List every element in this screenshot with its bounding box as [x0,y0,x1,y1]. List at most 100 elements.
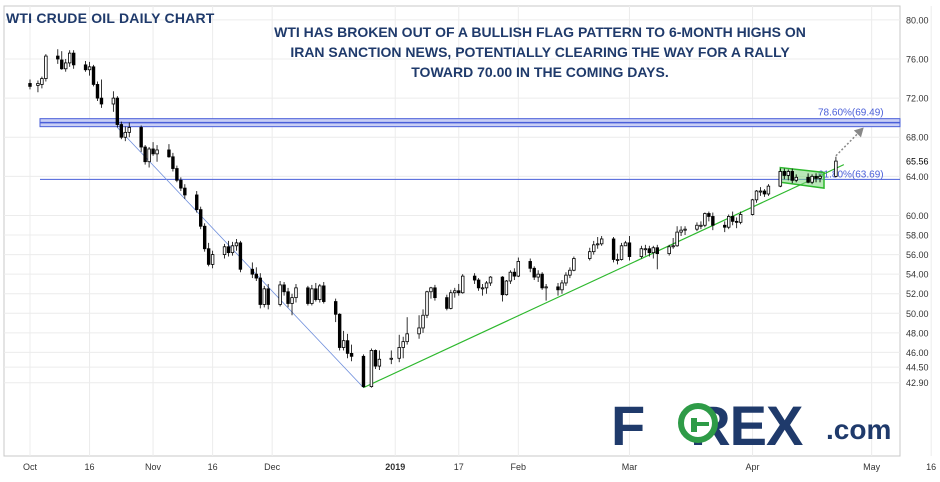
candle [183,184,187,199]
candle-body [345,340,350,354]
candle-body [127,127,131,133]
candle-body [599,238,604,245]
candle-body [782,171,786,176]
candle [671,237,675,249]
candle-body [56,55,60,60]
candle [683,226,687,236]
candle-body [167,149,171,158]
y-tick-label: 64.00 [906,172,929,182]
candle-body [611,238,616,260]
candle [310,284,314,306]
candle-body [754,190,759,201]
candle-body [377,358,382,367]
projection-arrowhead [853,127,864,138]
candle-body [119,124,124,138]
candle [345,333,350,359]
candle [405,317,409,345]
candle [389,350,393,365]
candle-body [786,171,790,176]
candle-body [727,216,731,228]
candle-body [758,190,763,193]
candle [286,287,290,308]
y-axis: 80.00 76.00 72.00 68.00 64.00 60.00 58.00 56.00… [906,15,929,388]
candle [95,81,100,102]
candle-body [536,273,540,278]
candle-body [60,59,64,70]
y-tick-label: 52.00 [906,289,929,299]
candle [36,80,40,93]
x-tick-label: Dec [264,462,281,472]
candle-body [349,352,354,357]
y-tick-label: 80.00 [906,15,929,25]
logo-o-stem [691,418,697,432]
candle-body [814,175,818,179]
candle [230,241,235,256]
candle [258,273,262,309]
candle [596,236,600,249]
candle-body [560,282,564,291]
candle-body [417,327,421,335]
candle [60,51,64,70]
candle [238,240,243,273]
y-tick-label: 76.00 [906,55,929,65]
candle [199,206,203,230]
candle-body [730,216,735,222]
candle [786,169,790,181]
candle-body [679,229,683,233]
logo-o-bar [691,422,709,426]
candle [119,121,124,140]
candle [778,168,783,188]
candle-body [762,190,767,195]
candle-body [750,199,755,215]
candle [695,222,699,232]
candle [532,266,536,281]
candle [619,242,624,261]
candle-body [337,313,342,348]
candle-body [44,55,48,79]
candle-body [401,341,405,348]
candle-body [449,292,453,309]
candle-body [675,231,679,247]
candle [544,283,548,301]
candle [623,240,628,247]
candle-body [627,242,632,257]
candle-body [40,78,44,85]
candle-body [699,224,703,227]
candle [250,262,255,279]
candle [627,236,632,261]
candle [599,236,604,246]
headline-annotation: WTI HAS BROKEN OUT OF A BULLISH FLAG PAT… [274,24,806,80]
candle [397,334,401,363]
candle [790,168,794,184]
logo-suffix: .com [826,414,892,445]
candle-body [818,175,822,179]
candle-body [512,271,517,277]
candle-body [707,213,711,217]
candle [615,253,620,265]
x-tick-label: May [863,462,881,472]
candle [730,211,735,226]
candle [500,276,505,302]
trendlines [117,127,845,389]
candle [818,174,822,183]
candle-body [643,248,648,251]
candle [540,272,544,290]
candle [754,190,759,203]
candle-body [28,83,32,87]
candle-body [457,290,461,294]
candle [290,293,294,316]
candle-body [389,357,393,360]
candle [282,281,286,296]
candle [294,283,298,303]
candle [512,268,517,281]
x-axis: Oct 16 Nov 16 Dec 2019 17 Feb Mar Apr May 16 [23,462,936,472]
candle-body [596,243,600,246]
candle-body [99,97,104,105]
candle [155,145,159,162]
candle [806,173,810,184]
candle [834,156,838,178]
x-tick-label: 2019 [385,462,405,472]
y-tick-label: 60.00 [906,211,929,221]
candle-body [314,288,318,300]
ascending-trendline [363,164,845,389]
